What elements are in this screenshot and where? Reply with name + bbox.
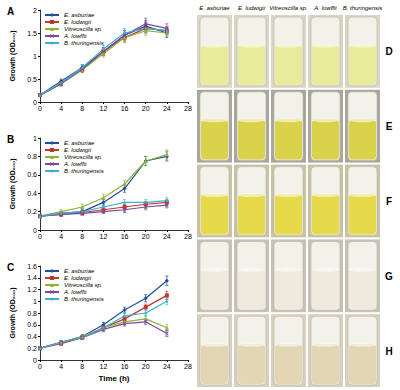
svg-text:4: 4	[59, 105, 63, 112]
svg-text:0.5: 0.5	[27, 76, 37, 83]
svg-text:E. asburiae: E. asburiae	[64, 140, 95, 146]
svg-text:16: 16	[121, 105, 129, 112]
svg-text:G: G	[385, 271, 393, 282]
svg-text:28: 28	[184, 363, 192, 370]
svg-text:0.2: 0.2	[27, 208, 37, 215]
svg-text:Time (h): Time (h)	[99, 374, 130, 383]
svg-text:B. thuringensis: B. thuringensis	[64, 168, 104, 174]
svg-text:0.6: 0.6	[27, 321, 37, 328]
svg-text:1.5: 1.5	[27, 30, 37, 37]
svg-text:0.8: 0.8	[27, 310, 37, 317]
svg-text:E. asburiae: E. asburiae	[199, 5, 230, 11]
svg-text:0: 0	[38, 363, 42, 370]
svg-text:24: 24	[163, 233, 171, 240]
svg-text:E. ludwigii: E. ludwigii	[64, 19, 92, 25]
svg-text:28: 28	[184, 233, 192, 240]
svg-text:0: 0	[38, 105, 42, 112]
svg-text:0: 0	[33, 227, 37, 234]
svg-text:0.4: 0.4	[27, 333, 37, 340]
svg-text:E. ludwigii: E. ludwigii	[64, 275, 92, 281]
svg-text:16: 16	[121, 363, 129, 370]
svg-text:A. lowffii: A. lowffii	[63, 161, 87, 167]
svg-text:E: E	[386, 121, 393, 132]
svg-text:4: 4	[59, 233, 63, 240]
svg-text:0.2: 0.2	[27, 345, 37, 352]
svg-text:1.2: 1.2	[27, 286, 37, 293]
svg-text:24: 24	[163, 105, 171, 112]
svg-text:0.6: 0.6	[27, 171, 37, 178]
svg-text:0: 0	[33, 357, 37, 364]
svg-text:C: C	[7, 262, 14, 273]
svg-text:B. thuringensis: B. thuringensis	[343, 5, 383, 11]
svg-text:E. asburiae: E. asburiae	[64, 12, 95, 18]
svg-text:E. ludwigii: E. ludwigii	[238, 5, 266, 11]
svg-text:24: 24	[163, 363, 171, 370]
svg-text:E. ludwigii: E. ludwigii	[64, 147, 92, 153]
svg-text:B: B	[7, 134, 14, 145]
svg-text:12: 12	[100, 105, 108, 112]
svg-text:1: 1	[33, 135, 37, 142]
svg-text:20: 20	[142, 233, 150, 240]
svg-text:D: D	[385, 46, 392, 57]
svg-text:8: 8	[80, 233, 84, 240]
svg-text:1.4: 1.4	[27, 274, 37, 281]
svg-text:H: H	[385, 346, 392, 357]
svg-text:A: A	[7, 6, 14, 17]
svg-text:Vitreoscilla sp.: Vitreoscilla sp.	[64, 282, 103, 288]
svg-text:Vitreoscilla sp.: Vitreoscilla sp.	[64, 26, 103, 32]
svg-text:16: 16	[121, 233, 129, 240]
svg-text:12: 12	[100, 363, 108, 370]
svg-text:A. lowffii: A. lowffii	[313, 5, 337, 11]
svg-text:20: 20	[142, 105, 150, 112]
svg-text:E. asburiae: E. asburiae	[64, 268, 95, 274]
svg-text:Vitreoscilla sp.: Vitreoscilla sp.	[64, 154, 103, 160]
svg-text:B. thuringensis: B. thuringensis	[64, 296, 104, 302]
svg-text:Growth (OD₆₀₀): Growth (OD₆₀₀)	[9, 287, 17, 338]
svg-text:B. thuringensis: B. thuringensis	[64, 40, 104, 46]
svg-text:Vitreoscilla sp.: Vitreoscilla sp.	[269, 5, 308, 11]
svg-text:28: 28	[184, 105, 192, 112]
svg-text:1: 1	[33, 298, 37, 305]
svg-text:1: 1	[33, 53, 37, 60]
svg-text:0: 0	[38, 233, 42, 240]
svg-text:0: 0	[33, 99, 37, 106]
svg-text:A. lowffii: A. lowffii	[63, 289, 87, 295]
svg-text:0.8: 0.8	[27, 153, 37, 160]
svg-text:8: 8	[80, 363, 84, 370]
svg-text:2: 2	[33, 7, 37, 14]
svg-text:F: F	[386, 196, 392, 207]
svg-text:Growth (OD₆₀₀): Growth (OD₆₀₀)	[9, 158, 17, 209]
svg-text:0.4: 0.4	[27, 190, 37, 197]
svg-text:4: 4	[59, 363, 63, 370]
svg-text:Growth (OD₆₀₀): Growth (OD₆₀₀)	[9, 30, 17, 81]
svg-text:A. lowffii: A. lowffii	[63, 33, 87, 39]
svg-text:12: 12	[100, 233, 108, 240]
svg-text:8: 8	[80, 105, 84, 112]
svg-text:20: 20	[142, 363, 150, 370]
svg-text:1.6: 1.6	[27, 263, 37, 270]
